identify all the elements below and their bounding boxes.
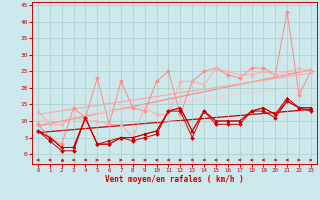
X-axis label: Vent moyen/en rafales ( km/h ): Vent moyen/en rafales ( km/h ): [105, 175, 244, 184]
